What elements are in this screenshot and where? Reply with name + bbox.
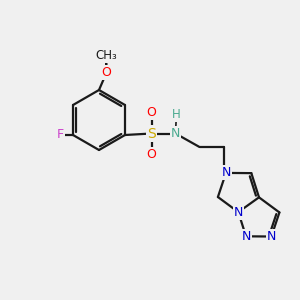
Text: N: N xyxy=(267,230,276,243)
Text: N: N xyxy=(221,167,231,179)
Text: N: N xyxy=(234,206,243,219)
Text: O: O xyxy=(102,66,111,79)
Text: F: F xyxy=(57,128,64,142)
Text: O: O xyxy=(147,106,156,119)
Text: N: N xyxy=(171,127,180,140)
Text: H: H xyxy=(172,108,181,121)
Text: O: O xyxy=(147,148,156,161)
Text: CH₃: CH₃ xyxy=(95,49,117,62)
Text: N: N xyxy=(241,230,251,243)
Text: S: S xyxy=(147,127,156,140)
